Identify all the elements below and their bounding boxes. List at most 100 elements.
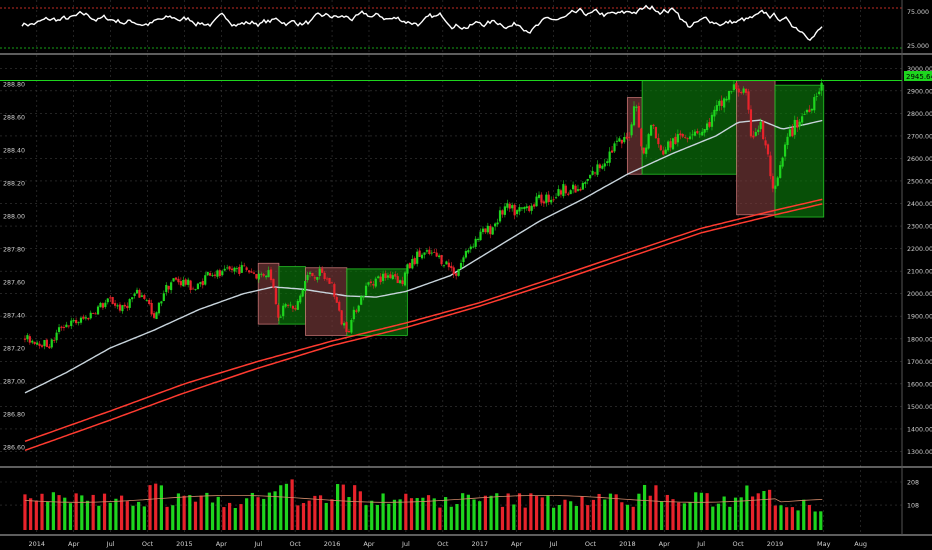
volume-bar: [34, 500, 38, 530]
candle-body: [350, 320, 353, 333]
candle-body: [632, 106, 636, 126]
candle-body: [145, 299, 148, 301]
candle-body: [654, 127, 658, 139]
volume-bar: [478, 501, 482, 530]
candle-body: [667, 141, 670, 151]
volume-bar: [813, 511, 817, 530]
candle-body: [328, 277, 331, 284]
volume-bar: [330, 499, 334, 530]
candle-body: [647, 134, 650, 149]
candle-body: [89, 312, 92, 319]
right-tick-label: 2000.00: [907, 291, 932, 298]
candle-body: [399, 280, 402, 284]
candle-body: [406, 264, 409, 274]
candle-body: [401, 280, 404, 285]
candle-body: [484, 228, 487, 233]
candle-body: [779, 165, 782, 178]
candle-body: [274, 287, 277, 305]
candle-body: [36, 342, 39, 345]
candle-body: [233, 267, 236, 272]
x-tick-label: Jul: [106, 540, 115, 548]
x-tick-label: Jul: [401, 540, 410, 548]
volume-bar: [688, 502, 692, 530]
candle-body: [664, 149, 667, 154]
volume-bar: [506, 493, 510, 530]
candle-body: [598, 164, 602, 169]
volume-bar: [404, 493, 408, 530]
candle-body: [562, 184, 565, 197]
volume-bar: [466, 494, 470, 530]
candle-body: [637, 105, 640, 128]
candle-body: [286, 305, 290, 306]
candle-body: [223, 268, 226, 271]
candle-body: [70, 320, 73, 327]
candle-body: [727, 90, 731, 100]
candle-body: [374, 278, 377, 287]
candle-body: [681, 133, 684, 137]
candle-body: [808, 109, 811, 112]
volume-bar: [296, 505, 300, 530]
candle-body: [762, 121, 765, 140]
candle-body: [364, 285, 368, 296]
candle-body: [386, 275, 390, 278]
candle-body: [189, 280, 192, 290]
x-tick-label: Aug: [854, 540, 867, 548]
candle-body: [433, 252, 436, 253]
candle-body: [691, 134, 694, 136]
volume-bar: [768, 489, 772, 530]
volume-bar: [85, 500, 90, 530]
volume-bar: [279, 485, 283, 530]
candle-body: [542, 201, 545, 204]
candle-body: [143, 295, 146, 299]
volume-bar: [216, 496, 220, 530]
volume-bar: [353, 485, 357, 530]
candle-body: [218, 270, 221, 277]
candle-body: [759, 121, 762, 130]
candle-body: [53, 340, 56, 341]
candle-body: [625, 136, 628, 139]
candle-body: [715, 105, 718, 112]
candle-body: [243, 265, 246, 267]
candle-body: [723, 98, 726, 108]
x-tick-label: Apr: [363, 540, 375, 548]
volume-bar: [210, 502, 215, 530]
right-tick-label: 3000.00: [907, 66, 932, 73]
right-tick-label: 2600.00: [907, 156, 932, 163]
x-tick-label: Apr: [216, 540, 228, 548]
x-tick-label: May: [817, 540, 831, 548]
candle-body: [201, 281, 204, 286]
last-price-badge: [904, 71, 932, 81]
candle-body: [209, 273, 212, 276]
candle-body: [99, 302, 102, 308]
volume-bar: [336, 484, 340, 530]
volume-bar: [273, 491, 277, 530]
candle-body: [766, 144, 770, 155]
last-price-label: 2945.64: [906, 73, 932, 81]
volume-bar: [819, 511, 823, 530]
x-tick-label: Oct: [290, 540, 302, 548]
volume-bar: [591, 499, 596, 530]
x-tick-label: Apr: [511, 540, 523, 548]
candle-body: [355, 310, 358, 312]
right-tick-label: 1600.00: [907, 381, 932, 388]
volume-bar: [137, 501, 141, 530]
candle-body: [757, 129, 760, 133]
candle-body: [257, 273, 260, 280]
x-tick-label: 2018: [619, 540, 636, 548]
candle-body: [148, 299, 151, 305]
volume-bar: [625, 504, 630, 530]
volume-bar: [523, 507, 527, 530]
volume-bar: [671, 499, 675, 530]
candle-body: [805, 110, 809, 113]
candle-body: [438, 255, 441, 258]
x-tick-label: Oct: [142, 540, 154, 548]
left-tick-label: 288.00: [3, 214, 25, 221]
volume-bar: [307, 500, 311, 530]
candle-body: [267, 270, 270, 278]
x-tick-label: 2017: [471, 540, 488, 548]
candle-body: [104, 302, 107, 308]
volume-bar: [654, 485, 658, 530]
candle-body: [75, 319, 78, 324]
candle-body: [372, 284, 375, 286]
